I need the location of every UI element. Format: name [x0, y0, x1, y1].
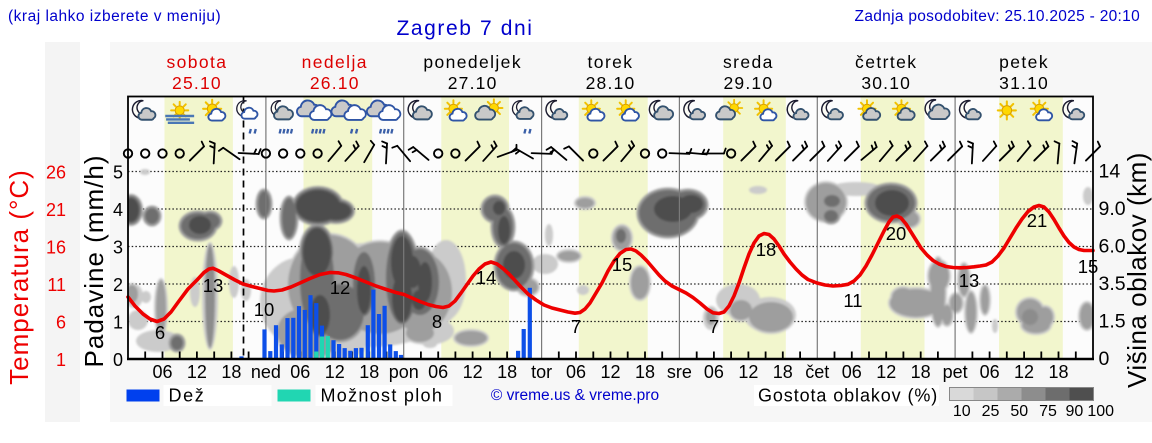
svg-text:pon: pon	[389, 362, 419, 382]
svg-text:18: 18	[773, 362, 793, 382]
svg-text:75: 75	[1039, 403, 1057, 420]
svg-text:Temperatura (°C): Temperatura (°C)	[4, 169, 34, 385]
svg-text:30.10: 30.10	[861, 73, 911, 93]
svg-text:18: 18	[911, 362, 931, 382]
svg-text:čet: čet	[805, 362, 829, 382]
svg-text:pet: pet	[943, 362, 968, 382]
svg-text:1: 1	[56, 350, 66, 370]
svg-text:(kraj lahko izberete v meniju): (kraj lahko izberete v meniju)	[8, 8, 221, 25]
svg-text:25: 25	[982, 403, 1000, 420]
svg-text:15: 15	[612, 254, 633, 275]
svg-text:2: 2	[113, 275, 123, 295]
svg-text:14: 14	[476, 267, 497, 288]
svg-text:4: 4	[113, 200, 123, 220]
svg-text:06: 06	[842, 362, 862, 382]
svg-text:18: 18	[497, 362, 517, 382]
svg-text:7: 7	[571, 316, 581, 337]
svg-text:10: 10	[953, 403, 971, 420]
svg-text:8: 8	[432, 311, 442, 332]
svg-text:Možnost ploh: Možnost ploh	[321, 386, 444, 406]
svg-text:12: 12	[330, 277, 351, 298]
svg-text:21: 21	[1027, 210, 1048, 231]
svg-text:28.10: 28.10	[586, 73, 636, 93]
svg-text:1.5: 1.5	[1099, 311, 1126, 333]
svg-text:18: 18	[359, 362, 379, 382]
svg-text:Zagreb 7 dni: Zagreb 7 dni	[396, 17, 533, 40]
svg-text:0: 0	[1099, 348, 1110, 370]
svg-text:7: 7	[709, 316, 719, 337]
svg-text:29.10: 29.10	[723, 73, 773, 93]
svg-text:12: 12	[738, 362, 758, 382]
svg-text:12: 12	[876, 362, 896, 382]
svg-text:12: 12	[325, 362, 345, 382]
svg-text:12: 12	[600, 362, 620, 382]
svg-text:3.5: 3.5	[1099, 273, 1126, 295]
svg-text:26.10: 26.10	[310, 73, 360, 93]
svg-text:06: 06	[428, 362, 448, 382]
svg-text:18: 18	[635, 362, 655, 382]
svg-text:Zadnja posodobitev: 25.10.2025: Zadnja posodobitev: 25.10.2025 - 20:10	[855, 8, 1141, 25]
svg-text:06: 06	[290, 362, 310, 382]
svg-text:3: 3	[113, 238, 123, 258]
svg-text:27.10: 27.10	[448, 73, 498, 93]
svg-text:25.10: 25.10	[172, 73, 222, 93]
svg-text:16: 16	[46, 238, 66, 258]
svg-text:06: 06	[980, 362, 1000, 382]
svg-text:6: 6	[155, 322, 165, 343]
svg-text:© vreme.us & vreme.pro: © vreme.us & vreme.pro	[491, 387, 659, 404]
svg-text:Višina oblakov (km): Višina oblakov (km)	[1122, 152, 1152, 388]
svg-text:sobota: sobota	[166, 52, 227, 72]
svg-text:100: 100	[1087, 403, 1114, 420]
svg-text:06: 06	[704, 362, 724, 382]
svg-text:12: 12	[187, 362, 207, 382]
svg-text:9.0: 9.0	[1099, 198, 1126, 220]
svg-text:13: 13	[959, 270, 980, 291]
svg-text:sre: sre	[667, 362, 692, 382]
svg-text:ned: ned	[251, 362, 281, 382]
svg-text:90: 90	[1066, 403, 1084, 420]
svg-text:nedelja: nedelja	[302, 52, 368, 72]
svg-text:petek: petek	[999, 52, 1049, 72]
svg-text:5: 5	[113, 163, 123, 183]
svg-text:sreda: sreda	[723, 52, 774, 72]
svg-text:Padavine (mm/h): Padavine (mm/h)	[79, 155, 109, 368]
svg-text:Gostota oblakov (%): Gostota oblakov (%)	[758, 386, 938, 406]
svg-text:0: 0	[113, 350, 123, 370]
svg-text:6: 6	[56, 313, 66, 333]
svg-text:21: 21	[46, 200, 66, 220]
svg-text:20: 20	[886, 223, 907, 244]
svg-text:četrtek: četrtek	[855, 52, 917, 72]
svg-text:1: 1	[113, 313, 123, 333]
svg-text:14: 14	[1099, 161, 1121, 183]
svg-text:06: 06	[152, 362, 172, 382]
svg-text:31.10: 31.10	[999, 73, 1049, 93]
svg-text:11: 11	[843, 290, 862, 311]
svg-text:15: 15	[1078, 256, 1099, 277]
svg-text:Dež: Dež	[169, 386, 206, 406]
svg-text:18: 18	[1049, 362, 1069, 382]
svg-text:11: 11	[47, 275, 66, 295]
svg-text:50: 50	[1010, 403, 1028, 420]
svg-text:tor: tor	[531, 362, 552, 382]
svg-text:12: 12	[1014, 362, 1034, 382]
svg-text:18: 18	[756, 239, 777, 260]
svg-text:18: 18	[221, 362, 241, 382]
svg-text:torek: torek	[588, 52, 634, 72]
svg-text:26: 26	[46, 163, 66, 183]
svg-text:10: 10	[254, 299, 275, 320]
svg-text:06: 06	[566, 362, 586, 382]
svg-text:6.0: 6.0	[1099, 236, 1126, 258]
svg-text:ponedeljek: ponedeljek	[423, 52, 522, 72]
svg-text:13: 13	[203, 275, 224, 296]
svg-text:12: 12	[463, 362, 483, 382]
